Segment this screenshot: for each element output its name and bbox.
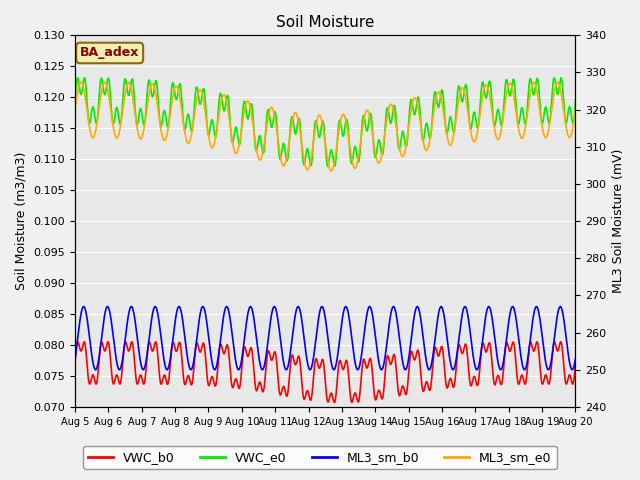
VWC_b0 bbox=[557, 339, 565, 345]
VWC_b0 bbox=[572, 360, 579, 366]
ML3_sm_b0 bbox=[572, 356, 579, 361]
VWC_e0 bbox=[557, 76, 565, 82]
ML3_sm_b0 bbox=[315, 313, 323, 319]
Text: BA_adex: BA_adex bbox=[80, 47, 140, 60]
VWC_e0 bbox=[557, 75, 565, 81]
VWC_e0 bbox=[315, 133, 323, 139]
VWC_b0 bbox=[97, 341, 105, 347]
VWC_e0 bbox=[466, 121, 474, 127]
VWC_e0 bbox=[74, 75, 81, 81]
ML3_sm_e0 bbox=[315, 113, 323, 119]
VWC_e0 bbox=[572, 97, 579, 103]
VWC_e0 bbox=[71, 97, 79, 103]
VWC_b0 bbox=[301, 394, 309, 399]
VWC_b0 bbox=[71, 360, 79, 366]
VWC_b0 bbox=[557, 340, 565, 346]
VWC_b0 bbox=[330, 399, 338, 405]
ML3_sm_b0 bbox=[466, 324, 474, 330]
ML3_sm_e0 bbox=[301, 163, 309, 169]
VWC_e0 bbox=[301, 156, 309, 161]
VWC_b0 bbox=[315, 364, 323, 370]
ML3_sm_e0 bbox=[97, 93, 105, 99]
Y-axis label: ML3 Soil Moisture (mV): ML3 Soil Moisture (mV) bbox=[612, 149, 625, 293]
ML3_sm_e0 bbox=[466, 121, 474, 127]
ML3_sm_e0 bbox=[557, 91, 565, 96]
Y-axis label: Soil Moisture (m3/m3): Soil Moisture (m3/m3) bbox=[15, 152, 28, 290]
Line: VWC_b0: VWC_b0 bbox=[75, 342, 575, 402]
VWC_e0 bbox=[97, 76, 105, 82]
ML3_sm_e0 bbox=[71, 107, 79, 113]
Line: ML3_sm_b0: ML3_sm_b0 bbox=[75, 307, 575, 370]
ML3_sm_e0 bbox=[77, 79, 85, 85]
ML3_sm_e0 bbox=[557, 92, 565, 98]
ML3_sm_b0 bbox=[557, 305, 565, 311]
ML3_sm_e0 bbox=[572, 107, 579, 113]
ML3_sm_b0 bbox=[211, 367, 219, 372]
VWC_b0 bbox=[74, 339, 82, 345]
ML3_sm_b0 bbox=[557, 305, 565, 311]
ML3_sm_b0 bbox=[301, 348, 309, 353]
Title: Soil Moisture: Soil Moisture bbox=[276, 15, 374, 30]
VWC_b0 bbox=[466, 377, 474, 383]
VWC_e0 bbox=[324, 164, 332, 169]
ML3_sm_e0 bbox=[327, 168, 335, 174]
ML3_sm_b0 bbox=[97, 343, 104, 349]
ML3_sm_b0 bbox=[71, 356, 79, 361]
Line: ML3_sm_e0: ML3_sm_e0 bbox=[75, 82, 575, 171]
ML3_sm_b0 bbox=[271, 304, 278, 310]
Legend: VWC_b0, VWC_e0, ML3_sm_b0, ML3_sm_e0: VWC_b0, VWC_e0, ML3_sm_b0, ML3_sm_e0 bbox=[83, 446, 557, 469]
Line: VWC_e0: VWC_e0 bbox=[75, 78, 575, 167]
